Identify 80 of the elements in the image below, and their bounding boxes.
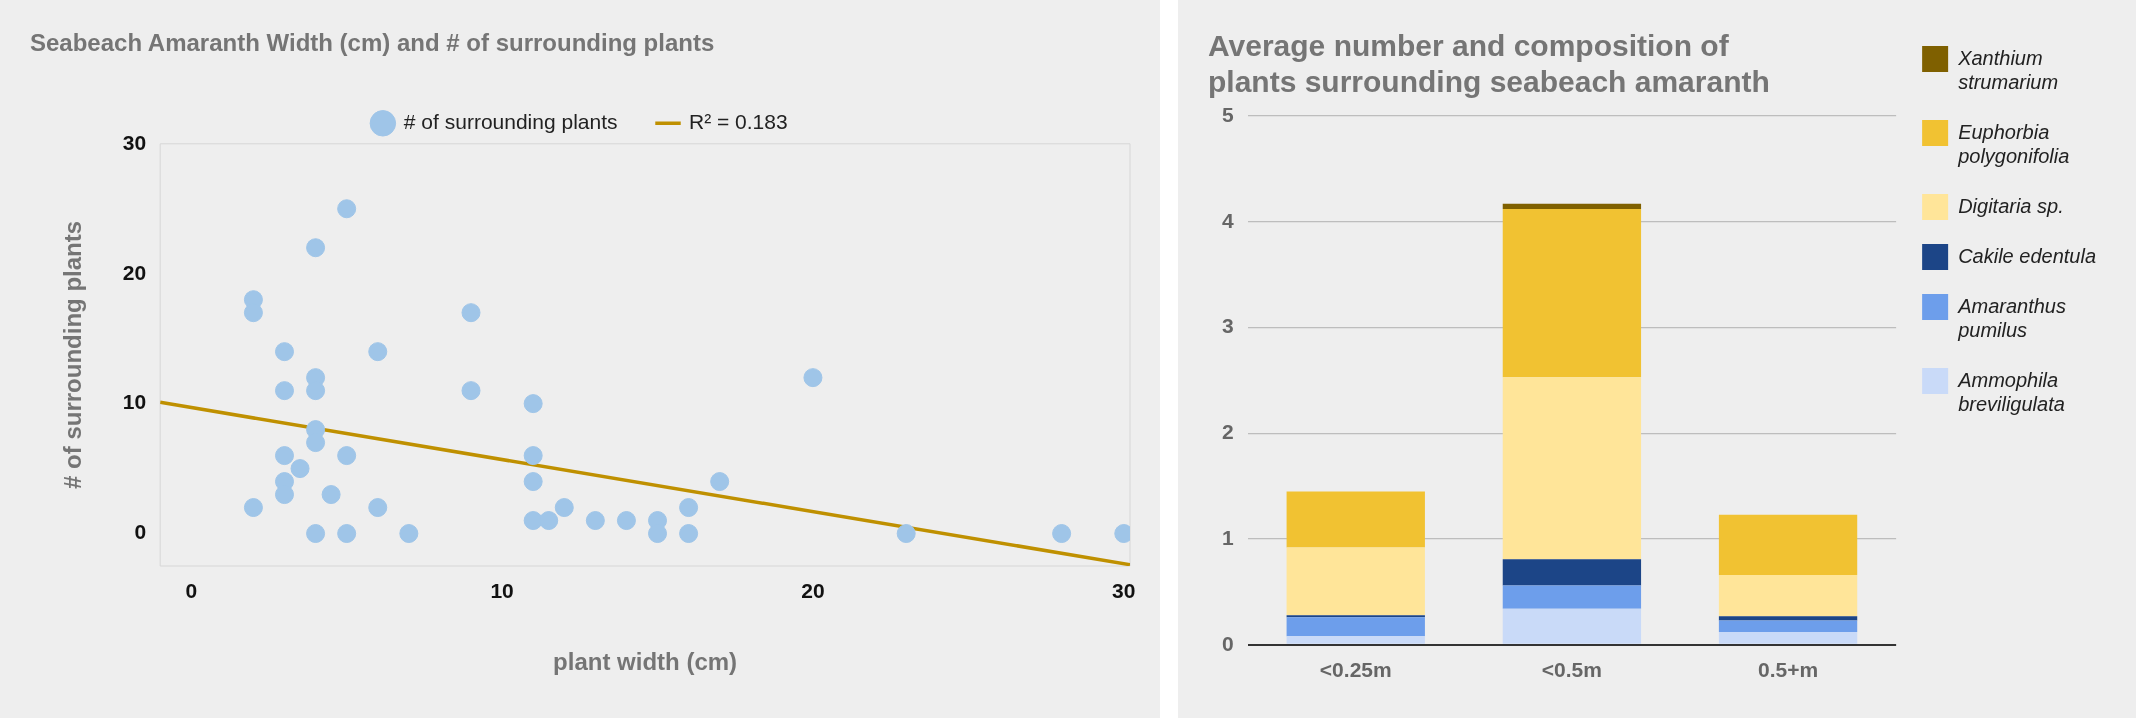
point <box>243 303 263 323</box>
bar <box>1286 617 1425 637</box>
bar <box>1502 585 1642 609</box>
y-tick-label: 20 <box>122 260 147 284</box>
y-tick-label: 30 <box>122 130 147 154</box>
point <box>523 394 543 414</box>
y-tick-label: 10 <box>122 390 147 414</box>
y-tick-label: 2 <box>1221 420 1234 444</box>
point <box>679 498 699 518</box>
point <box>306 433 326 453</box>
point <box>337 446 357 466</box>
point <box>539 511 559 531</box>
point <box>275 381 294 401</box>
point <box>461 381 481 401</box>
y-tick-label: 3 <box>1221 314 1234 338</box>
y-tick-label: 5 <box>1221 102 1234 126</box>
y-tick-label: 0 <box>134 520 147 544</box>
bar <box>1502 209 1642 378</box>
x-tick-label: 20 <box>801 579 825 603</box>
point <box>306 238 326 258</box>
bar <box>1718 575 1858 617</box>
point <box>523 511 543 531</box>
bar <box>1718 616 1858 621</box>
y-tick-label: 1 <box>1221 525 1234 549</box>
x-tick-label: 10 <box>490 579 514 603</box>
point <box>585 511 605 531</box>
y-tick-label: 4 <box>1221 208 1234 232</box>
point <box>290 459 310 479</box>
bar <box>1718 620 1858 633</box>
bar <box>1286 615 1425 618</box>
x-tick-label: 0.5+m <box>1757 658 1819 682</box>
legend-label: Digitaria sp. <box>1958 194 2064 217</box>
bar <box>1286 636 1425 644</box>
bar <box>1286 547 1425 616</box>
point <box>368 498 388 518</box>
point <box>523 446 543 466</box>
point <box>461 303 481 323</box>
point <box>306 524 326 544</box>
point <box>337 199 357 219</box>
bar <box>1502 377 1642 560</box>
x-tick-label: <0.5m <box>1541 658 1602 682</box>
x-tick-label: <0.25m <box>1319 658 1392 682</box>
x-tick-label: 30 <box>1112 579 1136 603</box>
point <box>616 511 636 531</box>
point <box>710 472 730 492</box>
x-axis-title: plant width (cm) <box>553 648 738 676</box>
point <box>648 524 668 544</box>
bar <box>1502 203 1642 210</box>
point <box>896 524 916 544</box>
bar <box>1502 559 1642 586</box>
point <box>554 498 574 518</box>
legend-label: Xanthium strumarium <box>1957 46 2059 93</box>
point <box>275 342 294 362</box>
legend-label: R² = 0.183 <box>689 110 788 134</box>
bar <box>1718 514 1858 575</box>
point <box>275 446 294 466</box>
legend-label: Cakile edentula <box>1958 244 2096 267</box>
legend-label: Euphorbia polygonifolia <box>1957 120 2070 167</box>
point <box>321 485 341 505</box>
x-tick-label: 0 <box>185 579 198 603</box>
point <box>803 368 823 388</box>
bar <box>1286 491 1425 548</box>
point <box>1052 524 1072 544</box>
bar <box>1502 608 1642 644</box>
point <box>368 342 388 362</box>
y-axis-title: # of surrounding plants <box>59 220 87 489</box>
point <box>399 524 419 544</box>
legend-label: Ammophila breviligulata <box>1957 368 2065 415</box>
point <box>275 485 294 505</box>
point <box>679 524 699 544</box>
point <box>306 381 326 401</box>
chart-title: Seabeach Amaranth Width (cm) and # of surrounding plants <box>30 29 715 57</box>
point <box>523 472 543 492</box>
bar <box>1718 632 1858 644</box>
point <box>337 524 357 544</box>
y-tick-label: 0 <box>1221 631 1234 655</box>
legend-label: Amaranthus pumilus <box>1957 294 2066 341</box>
legend-label: # of surrounding plants <box>403 110 618 134</box>
chart-title: Average number and composition of plants surrounding seabeach amaranth <box>1208 29 1770 99</box>
point <box>243 498 263 518</box>
